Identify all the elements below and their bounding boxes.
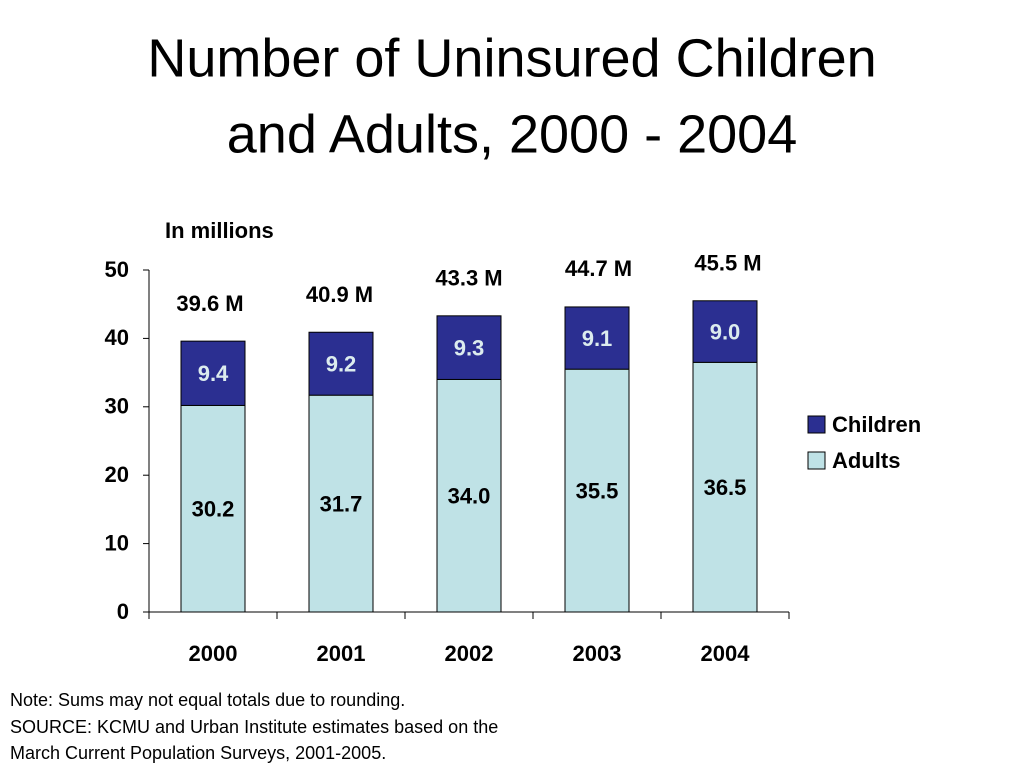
y-tick-label: 10 (105, 530, 129, 555)
bar-segment (180, 404, 246, 613)
total-label: 44.7 M (565, 256, 632, 281)
legend-swatch (807, 415, 826, 434)
chart-title: Number of Uninsured Children (147, 28, 876, 88)
data-label: 9.2 (326, 352, 357, 377)
x-tick-label: 2003 (573, 641, 622, 666)
x-tick-label: 2000 (189, 641, 238, 666)
data-label: 35.5 (576, 478, 619, 503)
y-tick-label: 50 (105, 257, 129, 282)
data-label: 34.0 (448, 484, 491, 509)
legend-label: Adults (832, 448, 900, 473)
x-tick-label: 2002 (445, 641, 494, 666)
note: March Current Population Surveys, 2001-2… (10, 743, 386, 763)
x-tick-label: 2001 (317, 641, 366, 666)
data-label: 31.7 (320, 491, 363, 516)
legend-label: Children (832, 412, 921, 437)
y-axis-label: In millions (165, 218, 274, 243)
data-label: 30.2 (192, 497, 235, 522)
y-tick-label: 40 (105, 325, 129, 350)
y-tick-label: 0 (117, 599, 129, 624)
x-tick-label: 2004 (701, 641, 751, 666)
bar-segment (180, 340, 246, 406)
note: Note: Sums may not equal totals due to r… (10, 690, 405, 710)
bar-segment (308, 331, 374, 396)
bar-segment (564, 306, 630, 370)
data-label: 9.3 (454, 335, 485, 360)
total-label: 40.9 M (306, 282, 373, 307)
data-label: 9.4 (198, 361, 229, 386)
data-label: 9.0 (710, 319, 741, 344)
legend-swatch (807, 451, 826, 470)
total-label: 45.5 M (694, 251, 761, 276)
y-tick-label: 30 (105, 394, 129, 419)
data-label: 9.1 (582, 326, 613, 351)
bar-segment (436, 378, 502, 613)
bar-segment (436, 315, 502, 380)
data-label: 36.5 (704, 475, 747, 500)
total-label: 43.3 M (435, 266, 502, 291)
y-tick-label: 20 (105, 462, 129, 487)
chart-title: and Adults, 2000 - 2004 (227, 104, 797, 164)
note: SOURCE: KCMU and Urban Institute estimat… (10, 717, 498, 737)
total-label: 39.6 M (176, 291, 243, 316)
bar-segment (692, 300, 758, 363)
